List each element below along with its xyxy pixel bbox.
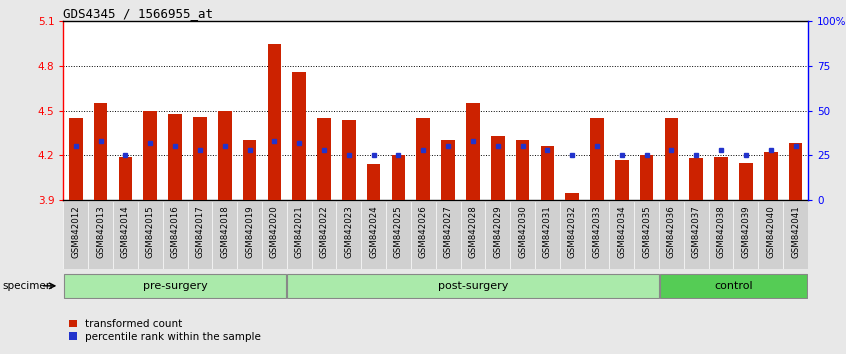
Bar	[64, 274, 286, 298]
Text: GSM842017: GSM842017	[195, 205, 205, 258]
Bar	[243, 141, 256, 200]
Text: GSM842038: GSM842038	[717, 205, 726, 258]
Text: specimen: specimen	[3, 281, 53, 291]
Text: control: control	[714, 281, 753, 291]
Text: GDS4345 / 1566955_at: GDS4345 / 1566955_at	[63, 7, 213, 20]
Text: GSM842030: GSM842030	[518, 205, 527, 258]
Text: GSM842024: GSM842024	[369, 205, 378, 258]
Bar	[788, 143, 802, 200]
Bar	[516, 141, 530, 200]
Bar	[168, 114, 182, 200]
Text: GSM842032: GSM842032	[568, 205, 577, 258]
Legend: transformed count, percentile rank within the sample: transformed count, percentile rank withi…	[69, 319, 261, 342]
Bar	[193, 116, 206, 200]
Bar	[218, 110, 232, 200]
Bar	[118, 157, 132, 200]
Text: GSM842021: GSM842021	[294, 205, 304, 258]
Bar	[367, 164, 381, 200]
Bar	[665, 118, 678, 200]
Bar	[615, 160, 629, 200]
Text: GSM842029: GSM842029	[493, 205, 503, 258]
Text: GSM842013: GSM842013	[96, 205, 105, 258]
Text: GSM842033: GSM842033	[592, 205, 602, 258]
Bar	[764, 152, 777, 200]
Bar	[392, 155, 405, 200]
Text: GSM842015: GSM842015	[146, 205, 155, 258]
Text: post-surgery: post-surgery	[437, 281, 508, 291]
Text: GSM842018: GSM842018	[220, 205, 229, 258]
Text: GSM842034: GSM842034	[618, 205, 626, 258]
Bar	[640, 155, 653, 200]
Text: GSM842031: GSM842031	[543, 205, 552, 258]
Text: GSM842036: GSM842036	[667, 205, 676, 258]
Bar	[69, 118, 83, 200]
Bar	[714, 157, 728, 200]
Bar	[293, 72, 306, 200]
Text: GSM842016: GSM842016	[171, 205, 179, 258]
Bar	[288, 274, 658, 298]
Bar	[416, 118, 430, 200]
Bar	[541, 147, 554, 200]
Bar	[466, 103, 480, 200]
Text: GSM842027: GSM842027	[443, 205, 453, 258]
Text: GSM842026: GSM842026	[419, 205, 428, 258]
Text: GSM842028: GSM842028	[469, 205, 477, 258]
Text: GSM842020: GSM842020	[270, 205, 279, 258]
Text: GSM842014: GSM842014	[121, 205, 130, 258]
Text: GSM842037: GSM842037	[692, 205, 700, 258]
Text: GSM842019: GSM842019	[245, 205, 254, 258]
Bar	[94, 103, 107, 200]
Text: GSM842035: GSM842035	[642, 205, 651, 258]
Text: GSM842023: GSM842023	[344, 205, 354, 258]
Bar	[317, 118, 331, 200]
Text: GSM842022: GSM842022	[320, 205, 328, 258]
Bar	[660, 274, 807, 298]
Bar	[689, 158, 703, 200]
Bar	[267, 44, 281, 200]
Bar	[442, 141, 455, 200]
Text: pre-surgery: pre-surgery	[143, 281, 207, 291]
Text: GSM842041: GSM842041	[791, 205, 800, 258]
Text: GSM842039: GSM842039	[741, 205, 750, 258]
Text: GSM842012: GSM842012	[71, 205, 80, 258]
Bar	[342, 120, 355, 200]
Bar	[565, 193, 579, 200]
Bar	[491, 136, 504, 200]
Text: GSM842040: GSM842040	[766, 205, 775, 258]
Bar	[144, 110, 157, 200]
Bar	[739, 163, 753, 200]
Bar	[591, 118, 604, 200]
Text: GSM842025: GSM842025	[394, 205, 403, 258]
